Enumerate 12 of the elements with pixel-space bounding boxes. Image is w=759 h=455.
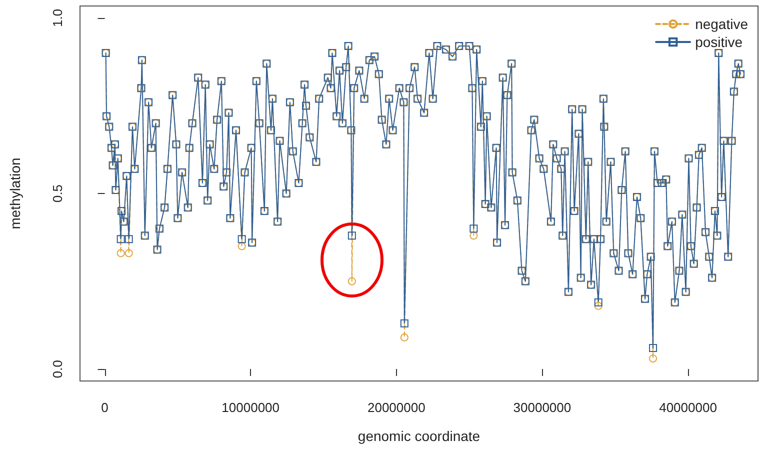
legend-label: negative	[695, 16, 748, 32]
x-axis-title: genomic coordinate	[358, 428, 480, 444]
x-tick-label: 40000000	[659, 400, 717, 415]
legend-label: positive	[695, 34, 743, 50]
x-tick-label: 0	[101, 400, 108, 415]
y-tick-label: 1.0	[50, 8, 65, 27]
y-tick-label: 0.5	[50, 184, 65, 203]
y-tick-label: 0.0	[50, 360, 65, 378]
x-tick-label: 20000000	[367, 400, 426, 415]
x-tick-label: 10000000	[222, 400, 280, 415]
y-axis-title: methylation	[7, 158, 23, 230]
x-tick-label: 30000000	[513, 400, 572, 415]
